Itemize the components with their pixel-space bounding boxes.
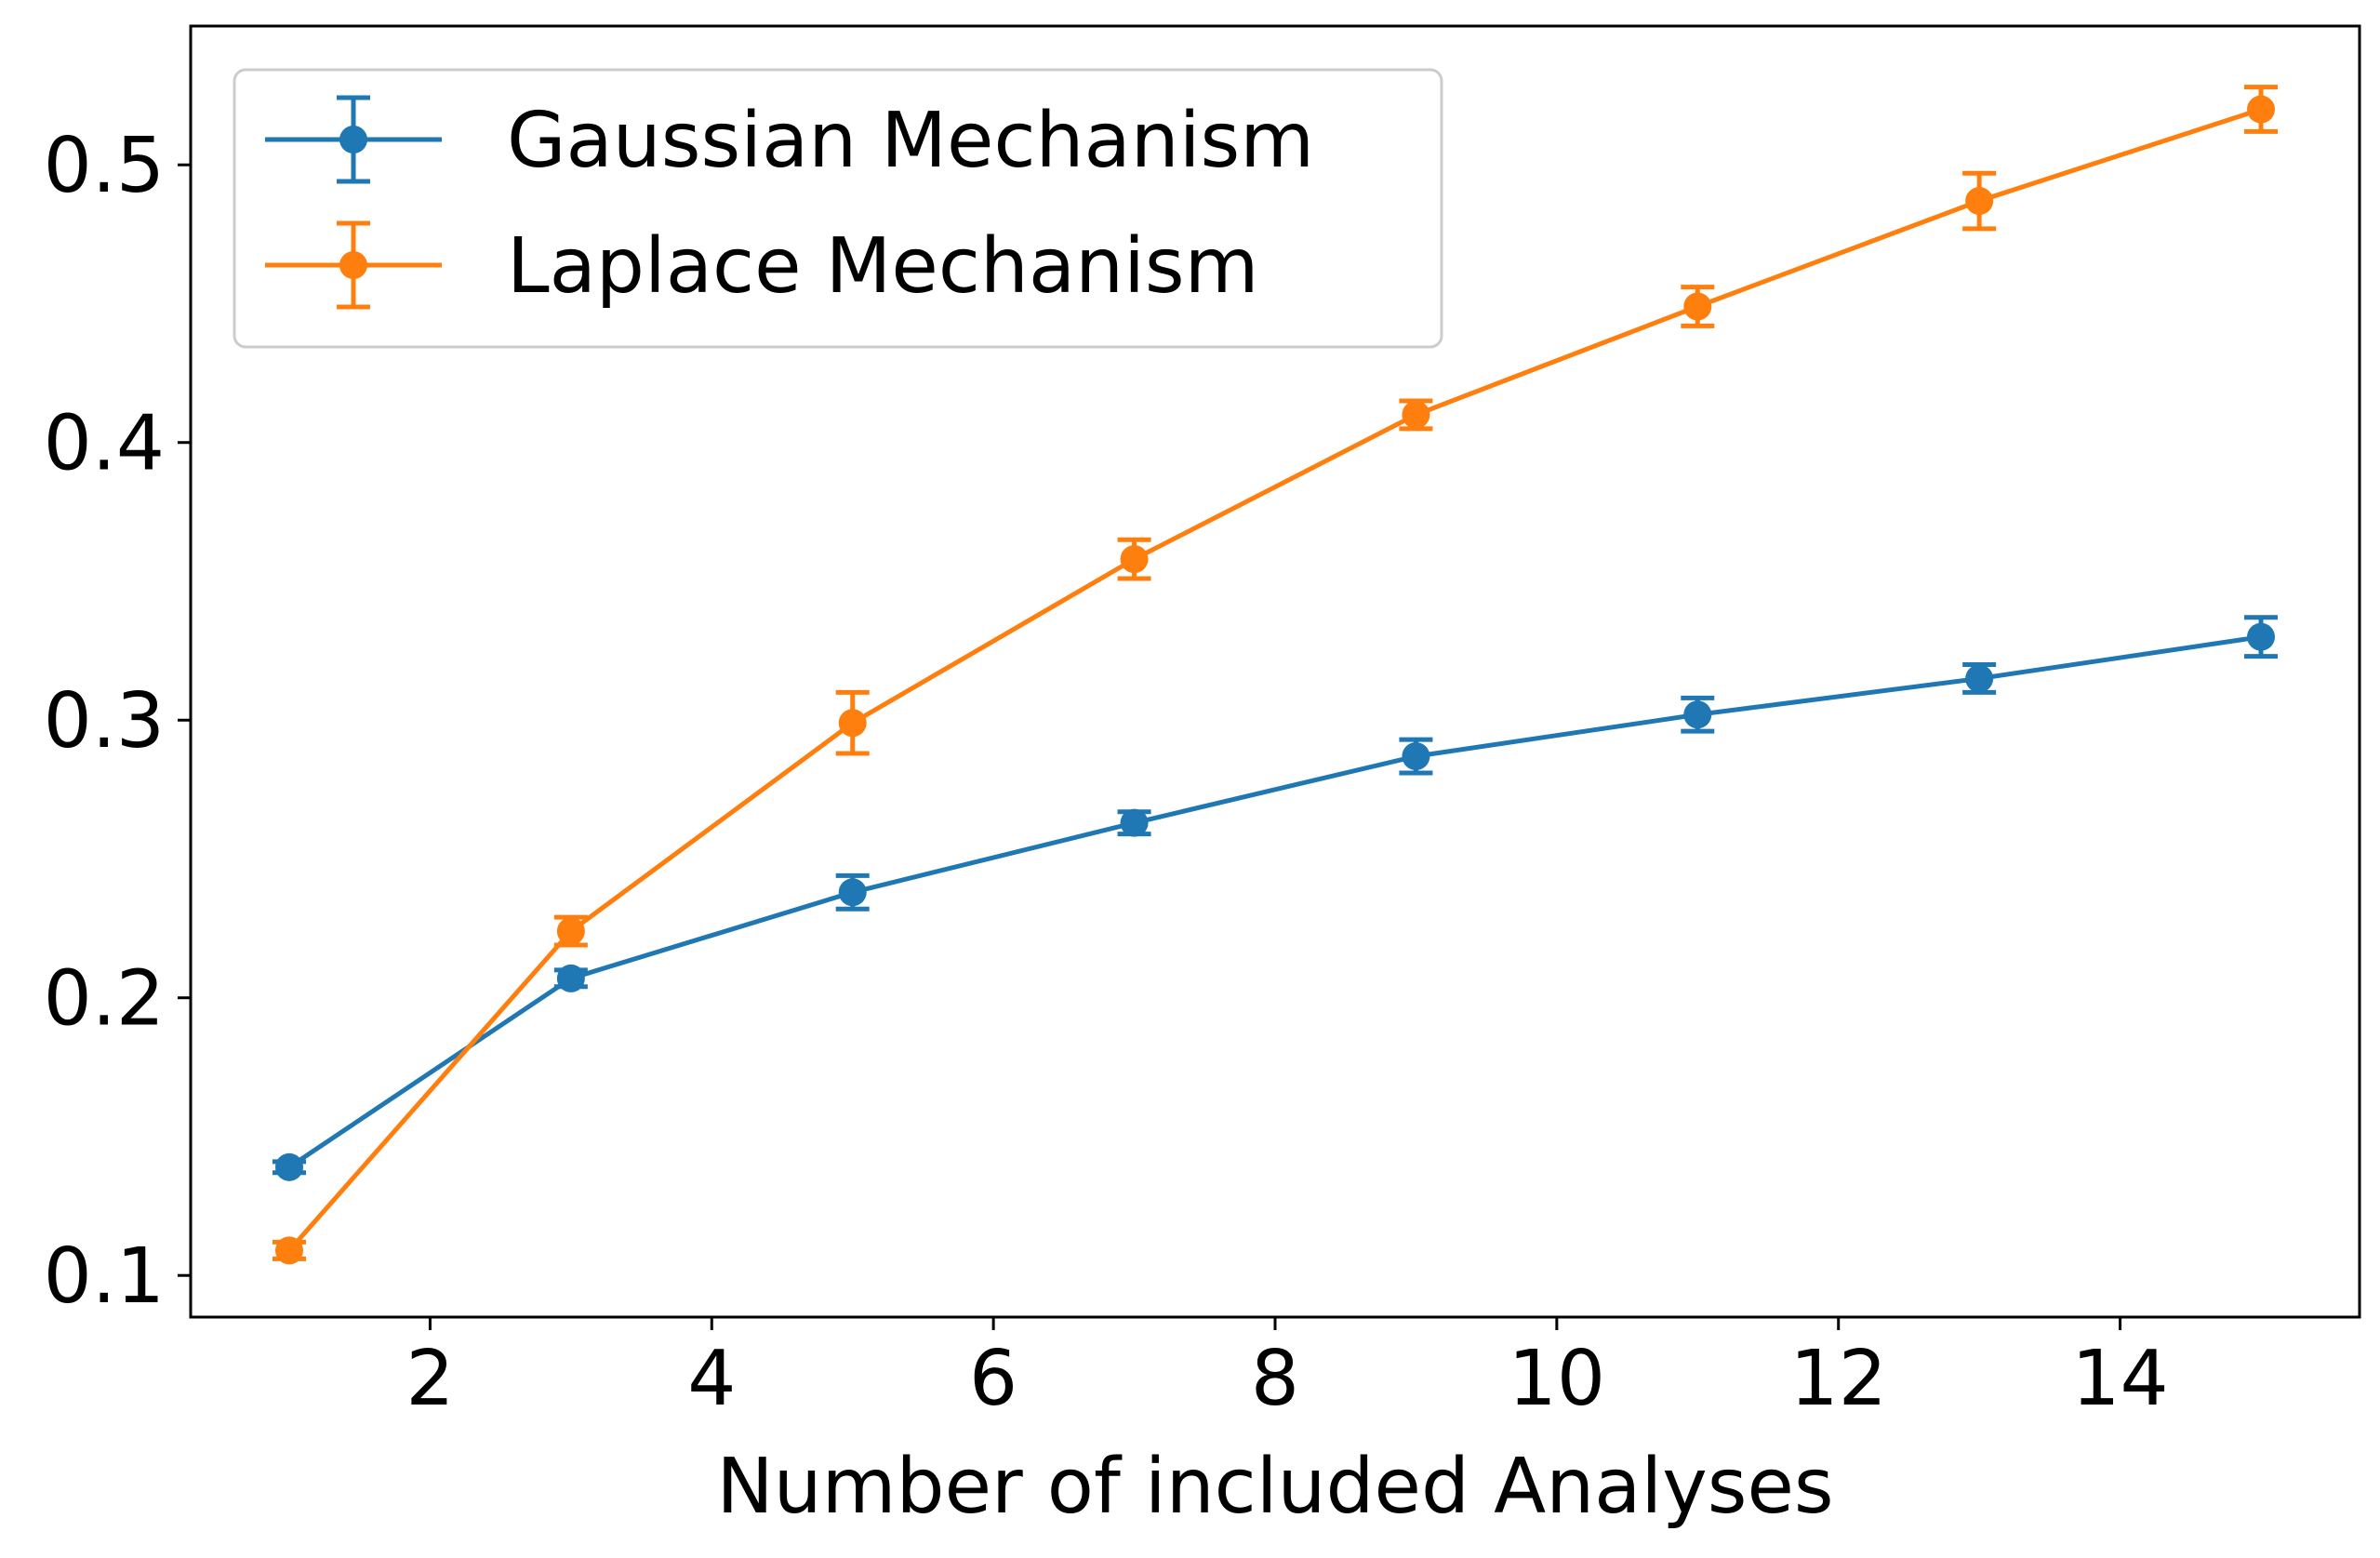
legend-label: Gaussian Mechanism bbox=[507, 97, 1314, 185]
x-axis: 2 4 6 8 10 12 14 bbox=[406, 1317, 2169, 1423]
x-tick-label: 14 bbox=[2071, 1335, 2168, 1423]
series-line bbox=[287, 634, 2262, 1169]
data-point bbox=[556, 964, 585, 992]
legend-entry-laplace: Laplace Mechanism bbox=[265, 220, 1258, 311]
y-tick-label: 0.4 bbox=[44, 400, 165, 488]
series-line bbox=[287, 107, 2262, 1253]
x-tick-label: 8 bbox=[1251, 1335, 1299, 1423]
x-tick-label: 4 bbox=[687, 1335, 736, 1423]
legend-entry-gaussian: Gaussian Mechanism bbox=[265, 95, 1314, 185]
legend-marker bbox=[339, 251, 367, 279]
x-tick-label: 2 bbox=[406, 1335, 454, 1423]
data-point bbox=[1683, 700, 1712, 729]
data-point bbox=[275, 1152, 303, 1181]
data-point bbox=[275, 1236, 303, 1265]
data-point bbox=[1965, 664, 1994, 693]
y-tick-label: 0.1 bbox=[44, 1232, 165, 1321]
y-tick-label: 0.3 bbox=[44, 677, 165, 766]
legend-box bbox=[233, 68, 1443, 349]
data-point bbox=[2247, 622, 2275, 651]
legend: Gaussian Mechanism Laplace Mechanism bbox=[233, 68, 1443, 349]
plot-marks bbox=[273, 85, 2278, 1265]
data-point bbox=[1965, 187, 1994, 216]
series-gaussian bbox=[273, 615, 2278, 1181]
data-point bbox=[838, 878, 867, 907]
x-tick-label: 10 bbox=[1509, 1335, 1605, 1423]
data-point bbox=[1402, 742, 1430, 771]
data-point bbox=[1402, 400, 1430, 429]
data-point bbox=[2247, 95, 2275, 124]
data-point bbox=[1683, 292, 1712, 321]
legend-label: Laplace Mechanism bbox=[507, 222, 1258, 311]
y-axis: 0.1 0.2 0.3 0.4 0.5 bbox=[44, 122, 191, 1321]
series-laplace bbox=[273, 85, 2278, 1265]
data-point bbox=[1120, 808, 1149, 837]
y-tick-label: 0.2 bbox=[44, 955, 165, 1044]
x-tick-label: 6 bbox=[969, 1335, 1017, 1423]
data-point bbox=[838, 709, 867, 738]
data-point bbox=[556, 917, 585, 946]
data-point bbox=[1120, 545, 1149, 574]
x-tick-label: 12 bbox=[1790, 1335, 1887, 1423]
legend-marker bbox=[339, 126, 367, 153]
x-axis-label: Number of included Analyses bbox=[716, 1443, 1833, 1531]
y-tick-label: 0.5 bbox=[44, 122, 165, 210]
